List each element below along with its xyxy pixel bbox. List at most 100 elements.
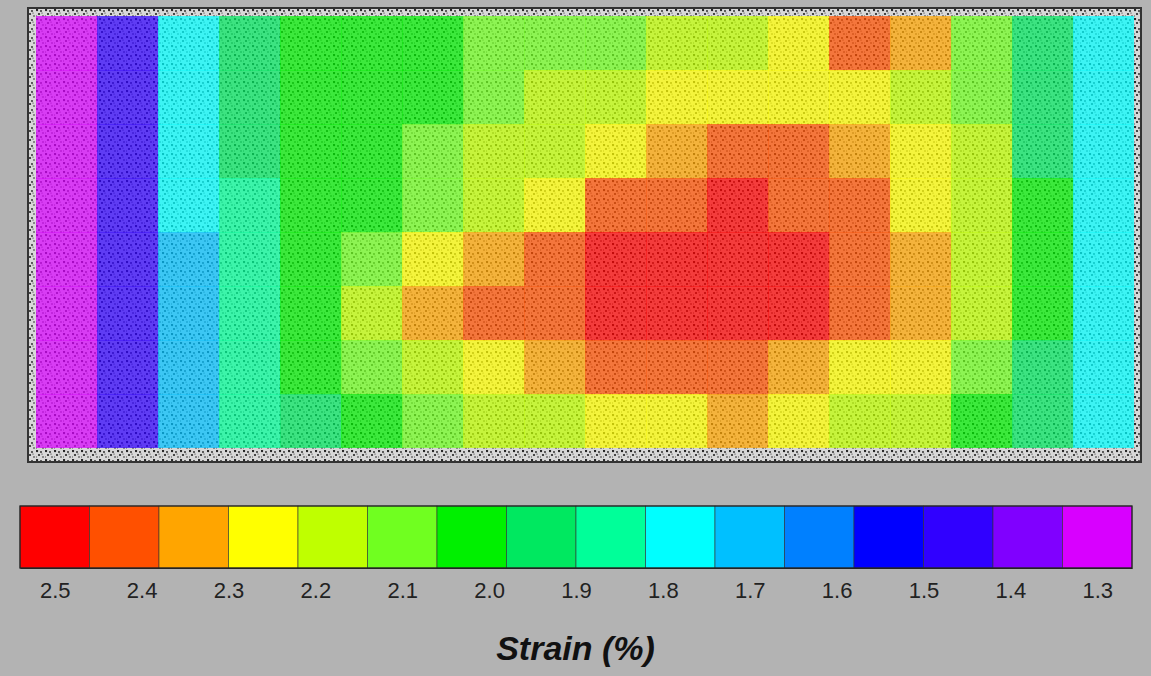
heatmap-cell (646, 232, 708, 287)
colorbar-axis: 2.52.42.32.22.12.01.91.81.71.61.51.41.3 (21, 568, 1133, 603)
heatmap-cell (219, 70, 281, 125)
colorbar-tick-label: 1.6 (822, 578, 853, 603)
heatmap-cell (585, 16, 647, 71)
heatmap-cell (829, 340, 891, 395)
heatmap-cell (280, 394, 342, 448)
heatmap-cell (36, 178, 98, 233)
heatmap-cell (768, 286, 830, 341)
heatmap-cell (463, 70, 525, 125)
heatmap-cell (707, 16, 769, 71)
colorbar-swatch (437, 506, 507, 568)
heatmap-cell (36, 394, 98, 448)
heatmap (36, 16, 1134, 448)
colorbar-tick-label: 1.7 (735, 578, 766, 603)
colorbar-tick-label: 1.4 (996, 578, 1027, 603)
heatmap-cell (1073, 394, 1134, 448)
heatmap-cell (97, 394, 159, 448)
heatmap-cell (219, 16, 281, 71)
colorbar-swatch (1063, 506, 1133, 568)
heatmap-cell (646, 340, 708, 395)
heatmap-cell (707, 340, 769, 395)
heatmap-cell (158, 124, 220, 179)
heatmap-cell (280, 232, 342, 287)
heatmap-cell (768, 394, 830, 448)
heatmap-cell (1073, 178, 1134, 233)
heatmap-cell (341, 16, 403, 71)
colorbar-swatch (159, 506, 229, 568)
heatmap-cell (585, 340, 647, 395)
colorbar-tick: 2.1 (387, 568, 418, 603)
heatmap-cell (524, 232, 586, 287)
heatmap-cell (707, 394, 769, 448)
heatmap-cell (1012, 340, 1074, 395)
heatmap-cell (158, 178, 220, 233)
heatmap-cell (219, 286, 281, 341)
heatmap-cell (768, 340, 830, 395)
colorbar-tick-label: 2.3 (214, 578, 245, 603)
heatmap-cell (280, 286, 342, 341)
heatmap-cell (585, 124, 647, 179)
colorbar-tick: 1.9 (561, 568, 592, 603)
heatmap-cell (158, 286, 220, 341)
heatmap-cell (1012, 124, 1074, 179)
heatmap-cell (890, 124, 952, 179)
heatmap-cell (97, 340, 159, 395)
heatmap-cell (341, 70, 403, 125)
heatmap-cell (158, 16, 220, 71)
heatmap-cell (1012, 394, 1074, 448)
heatmap-cell (219, 124, 281, 179)
colorbar-swatch (715, 506, 785, 568)
colorbar-tick: 2.3 (214, 568, 245, 603)
heatmap-cell (524, 286, 586, 341)
heatmap-cell (951, 16, 1013, 71)
heatmap-cell (829, 124, 891, 179)
colorbar-tick-label: 1.8 (648, 578, 679, 603)
heatmap-cell (1012, 178, 1074, 233)
colorbar-tick: 1.7 (735, 568, 766, 603)
heatmap-cell (707, 124, 769, 179)
colorbar-tick: 1.5 (909, 568, 940, 603)
heatmap-cell (158, 340, 220, 395)
colorbar-tick: 1.6 (822, 568, 853, 603)
heatmap-cell (1012, 70, 1074, 125)
heatmap-cell (890, 232, 952, 287)
heatmap-cell (585, 232, 647, 287)
heatmap-cell (646, 16, 708, 71)
colorbar-swatch (90, 506, 160, 568)
heatmap-cell (890, 340, 952, 395)
heatmap-cell (646, 394, 708, 448)
heatmap-cell (951, 286, 1013, 341)
heatmap-cell (36, 70, 98, 125)
heatmap-cell (524, 178, 586, 233)
heatmap-cell (341, 178, 403, 233)
colorbar-tick-label: 1.3 (1082, 578, 1113, 603)
chart: 2.52.42.32.22.12.01.91.81.71.61.51.41.3S… (0, 0, 1151, 676)
heatmap-cell (463, 394, 525, 448)
heatmap-cell (890, 286, 952, 341)
colorbar-swatch (646, 506, 716, 568)
heatmap-cell (585, 178, 647, 233)
heatmap-cell (219, 178, 281, 233)
heatmap-cell (707, 232, 769, 287)
heatmap-cell (585, 394, 647, 448)
specimen-frame (28, 8, 1141, 462)
heatmap-cell (402, 178, 464, 233)
heatmap-cell (280, 70, 342, 125)
heatmap-cell (829, 16, 891, 71)
colorbar-tick-label: 1.9 (561, 578, 592, 603)
heatmap-cell (280, 124, 342, 179)
heatmap-cell (463, 232, 525, 287)
heatmap-cell (402, 340, 464, 395)
heatmap-cell (707, 70, 769, 125)
colorbar-axis-line (21, 568, 1133, 569)
colorbar-tick: 2.5 (40, 568, 71, 603)
heatmap-cell (36, 340, 98, 395)
colorbar (20, 506, 1132, 568)
heatmap-cell (463, 178, 525, 233)
heatmap-cell (463, 16, 525, 71)
heatmap-cell (951, 394, 1013, 448)
heatmap-cell (158, 394, 220, 448)
heatmap-cell (219, 340, 281, 395)
heatmap-cell (951, 340, 1013, 395)
heatmap-cell (1073, 232, 1134, 287)
